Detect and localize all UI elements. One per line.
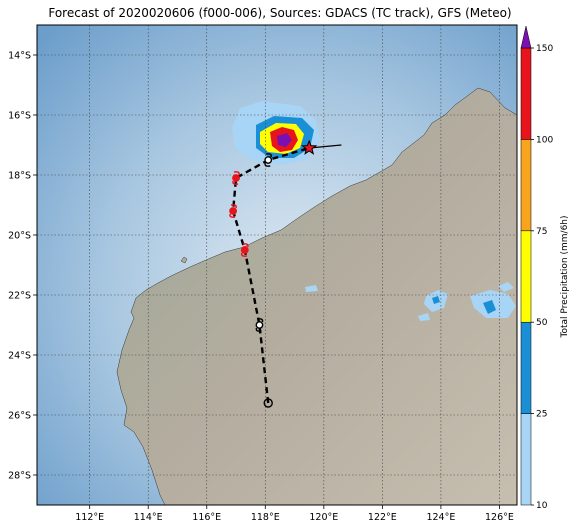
x-axis-ticks: 112°E 114°E 116°E 118°E 120°E 122°E 124°E 126°E <box>75 505 514 523</box>
tc-track <box>229 139 342 408</box>
tc-symbol <box>255 318 264 332</box>
tc-symbol-red <box>229 204 237 218</box>
tc-symbol-red <box>232 171 240 185</box>
y-tick-label: 22°S <box>8 291 31 302</box>
x-tick-label: 124°E <box>426 512 455 523</box>
colorbar-band <box>520 321 532 414</box>
x-tick-label: 112°E <box>75 512 104 523</box>
x-tick-label: 118°E <box>251 512 280 523</box>
x-tick-label: 114°E <box>134 512 163 523</box>
colorbar-tick-label: 150 <box>536 44 553 54</box>
precip-field-east <box>305 282 516 321</box>
colorbar-tick-label: 75 <box>536 227 547 237</box>
colorbar-band <box>520 413 532 506</box>
y-tick-label: 18°S <box>8 171 31 182</box>
precip-colorbar: 10 25 50 75 100 150 Total Precipitation (mm/6h… <box>520 25 570 511</box>
map-title: Forecast of 2020020606 (f000-006), Sourc… <box>48 6 512 20</box>
y-tick-label: 24°S <box>8 351 31 362</box>
tc-symbol <box>264 153 273 167</box>
y-axis-ticks: 14°S 16°S 18°S 20°S 22°S 24°S 26°S 28°S <box>8 51 37 482</box>
track-point <box>263 398 273 408</box>
current-position-star <box>301 139 318 155</box>
x-tick-label: 120°E <box>309 512 338 523</box>
tc-symbol-red <box>240 243 249 257</box>
colorbar-tick-label: 50 <box>536 318 548 328</box>
x-tick-label: 126°E <box>485 512 514 523</box>
australia-landmass <box>116 87 517 505</box>
colorbar-label: Total Precipitation (mm/6h) <box>560 215 570 338</box>
colorbar-tick-label: 10 <box>536 501 548 511</box>
colorbar-tick-label: 25 <box>536 410 547 420</box>
map-frame <box>36 24 518 506</box>
y-tick-label: 16°S <box>8 111 31 122</box>
x-tick-label: 116°E <box>192 512 221 523</box>
y-tick-label: 14°S <box>8 51 31 62</box>
y-tick-label: 28°S <box>8 471 31 482</box>
island-small <box>180 256 188 264</box>
y-tick-label: 20°S <box>8 231 31 242</box>
colorbar-band <box>520 47 532 140</box>
x-tick-label: 122°E <box>368 512 397 523</box>
colorbar-band <box>520 230 532 323</box>
y-tick-label: 26°S <box>8 411 31 422</box>
colorbar-tick-label: 100 <box>536 135 553 145</box>
precip-field-main <box>232 101 320 165</box>
colorbar-extend-arrow <box>520 25 532 49</box>
colorbar-band <box>520 139 532 232</box>
lat-lon-grid <box>37 25 517 505</box>
